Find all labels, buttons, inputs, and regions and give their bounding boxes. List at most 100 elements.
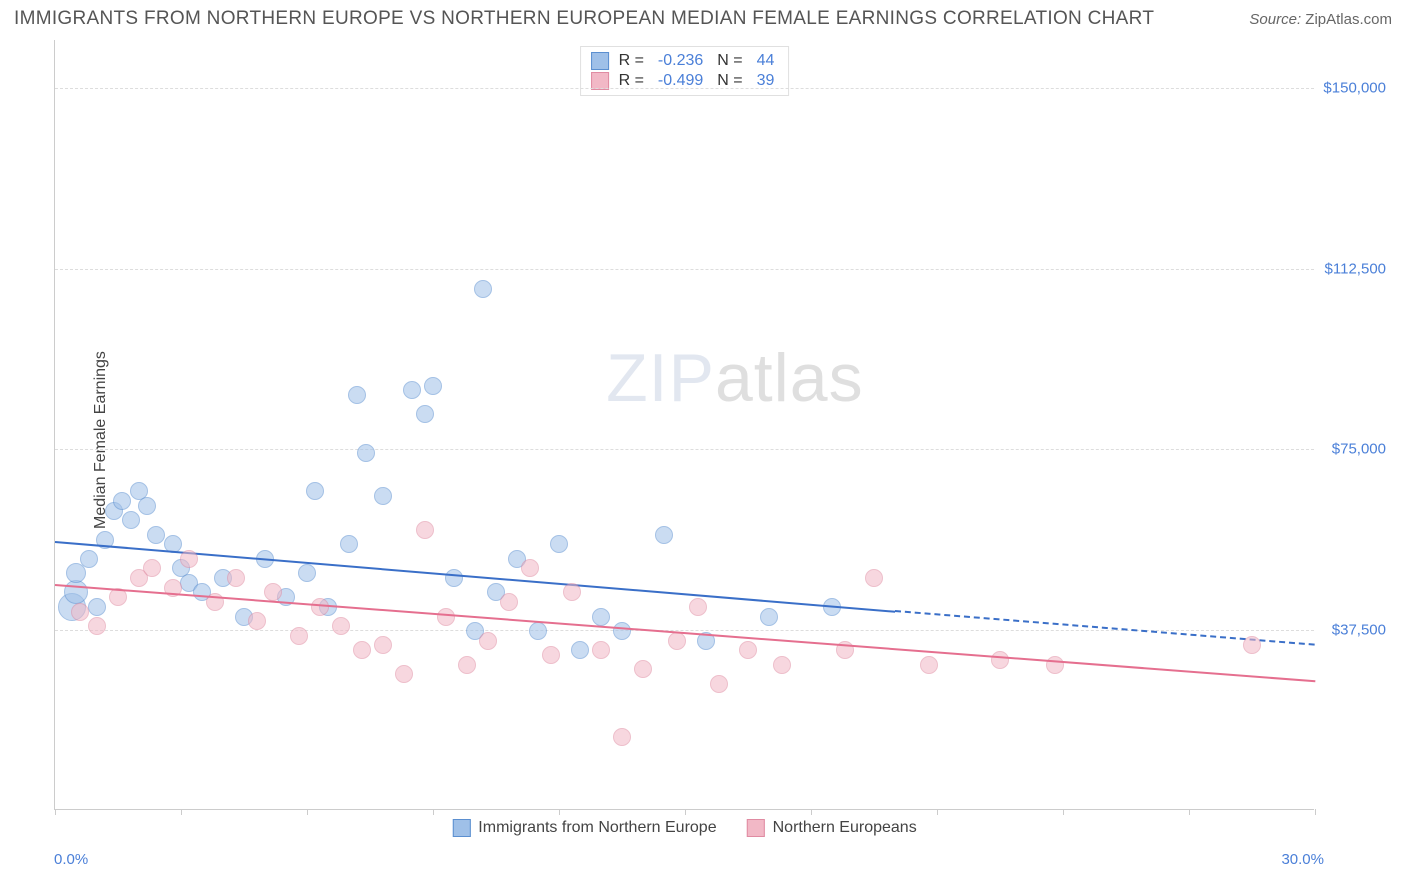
data-point: [592, 641, 610, 659]
data-point: [437, 608, 455, 626]
data-point: [88, 617, 106, 635]
x-tick: [55, 809, 56, 815]
plot-area: ZIPatlas R =-0.236N =44R =-0.499N =39 Im…: [54, 40, 1314, 810]
data-point: [991, 651, 1009, 669]
data-point: [634, 660, 652, 678]
series-legend: Immigrants from Northern Europe Northern …: [452, 819, 916, 837]
source-value: ZipAtlas.com: [1305, 11, 1392, 28]
data-point: [689, 598, 707, 616]
data-point: [374, 636, 392, 654]
watermark: ZIPatlas: [606, 339, 863, 417]
gridline: [55, 269, 1314, 270]
data-point: [655, 526, 673, 544]
data-point: [122, 511, 140, 529]
y-tick-label: $75,000: [1332, 441, 1386, 458]
stats-row: R = -0.236 N = 44: [591, 51, 779, 71]
data-point: [332, 617, 350, 635]
chart-title: IMMIGRANTS FROM NORTHERN EUROPE VS NORTH…: [14, 8, 1154, 30]
source-label: Source:: [1249, 11, 1301, 28]
legend-label: Immigrants from Northern Europe: [478, 819, 716, 837]
data-point: [739, 641, 757, 659]
data-point: [865, 569, 883, 587]
data-point: [563, 583, 581, 601]
data-point: [500, 593, 518, 611]
y-tick-label: $150,000: [1323, 80, 1386, 97]
gridline: [55, 449, 1314, 450]
data-point: [668, 632, 686, 650]
data-point: [147, 526, 165, 544]
x-tick: [1189, 809, 1190, 815]
data-point: [227, 569, 245, 587]
legend-item: Northern Europeans: [747, 819, 917, 837]
source-attribution: Source: ZipAtlas.com: [1249, 11, 1392, 28]
data-point: [416, 521, 434, 539]
data-point: [710, 675, 728, 693]
data-point: [1243, 636, 1261, 654]
data-point: [311, 598, 329, 616]
stat-r-label: R =: [619, 52, 644, 70]
data-point: [248, 612, 266, 630]
gridline: [55, 88, 1314, 89]
data-point: [306, 482, 324, 500]
data-point: [357, 444, 375, 462]
x-axis-max-label: 30.0%: [1281, 851, 1324, 868]
data-point: [348, 386, 366, 404]
x-axis-min-label: 0.0%: [54, 851, 88, 868]
stat-n-value: 44: [757, 52, 775, 70]
x-tick: [433, 809, 434, 815]
data-point: [592, 608, 610, 626]
data-point: [71, 603, 89, 621]
data-point: [479, 632, 497, 650]
data-point: [298, 564, 316, 582]
data-point: [416, 405, 434, 423]
watermark-bold: ZIP: [606, 340, 715, 416]
data-point: [180, 550, 198, 568]
data-point: [474, 280, 492, 298]
data-point: [773, 656, 791, 674]
data-point: [88, 598, 106, 616]
x-tick: [685, 809, 686, 815]
data-point: [374, 487, 392, 505]
data-point: [403, 381, 421, 399]
data-point: [613, 622, 631, 640]
data-point: [920, 656, 938, 674]
data-point: [550, 535, 568, 553]
y-tick-label: $112,500: [1325, 260, 1386, 277]
data-point: [143, 559, 161, 577]
data-point: [529, 622, 547, 640]
x-tick: [181, 809, 182, 815]
data-point: [290, 627, 308, 645]
legend-label: Northern Europeans: [773, 819, 917, 837]
data-point: [80, 550, 98, 568]
stat-r-value: -0.236: [658, 52, 703, 70]
y-tick-label: $37,500: [1332, 621, 1386, 638]
x-tick: [1063, 809, 1064, 815]
data-point: [458, 656, 476, 674]
data-point: [542, 646, 560, 664]
data-point: [340, 535, 358, 553]
data-point: [445, 569, 463, 587]
x-tick: [1315, 809, 1316, 815]
data-point: [571, 641, 589, 659]
data-point: [613, 728, 631, 746]
data-point: [760, 608, 778, 626]
data-point: [395, 665, 413, 683]
data-point: [424, 377, 442, 395]
x-tick: [937, 809, 938, 815]
legend-item: Immigrants from Northern Europe: [452, 819, 716, 837]
data-point: [113, 492, 131, 510]
regression-line: [55, 584, 1315, 682]
data-point: [353, 641, 371, 659]
legend-swatch: [591, 52, 609, 70]
data-point: [138, 497, 156, 515]
data-point: [521, 559, 539, 577]
x-tick: [307, 809, 308, 815]
watermark-thin: atlas: [715, 340, 864, 416]
data-point: [1046, 656, 1064, 674]
stat-n-label: N =: [717, 52, 742, 70]
x-tick: [811, 809, 812, 815]
chart-container: Median Female Earnings ZIPatlas R =-0.23…: [46, 40, 1386, 840]
x-tick: [559, 809, 560, 815]
legend-swatch: [452, 819, 470, 837]
data-point: [264, 583, 282, 601]
